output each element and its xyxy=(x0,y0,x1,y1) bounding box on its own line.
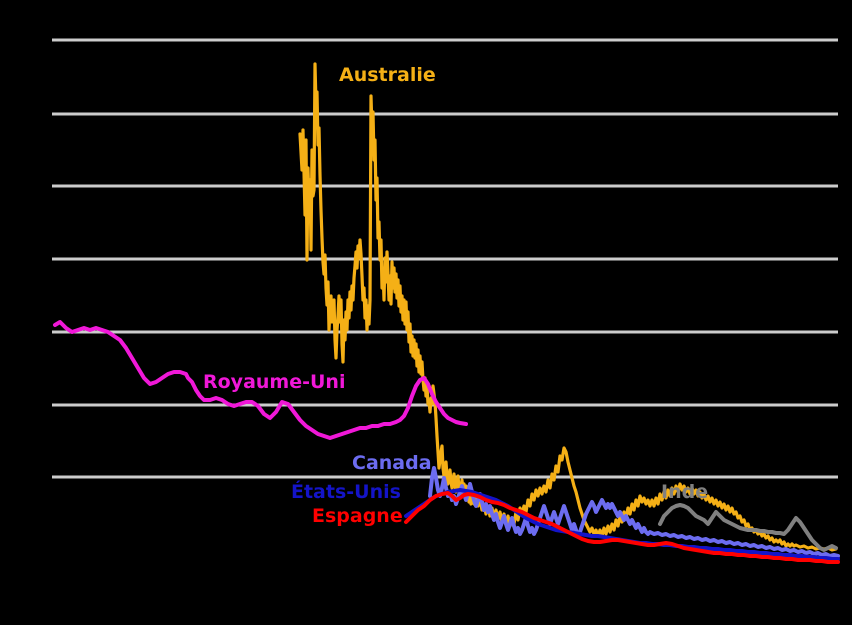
series-line-royaume-uni xyxy=(53,320,468,440)
series-line-inde xyxy=(658,503,838,552)
series-label-etats-unis: États-Unis xyxy=(291,481,401,503)
series-line-canada xyxy=(428,466,840,558)
series-paths xyxy=(53,62,840,564)
series-label-espagne: Espagne xyxy=(312,505,403,527)
series-label-australie: Australie xyxy=(339,64,436,86)
series-line-espagne xyxy=(404,491,840,564)
series-label-royaume-uni: Royaume-Uni xyxy=(203,371,346,393)
series-label-inde: Inde xyxy=(661,481,709,503)
gridlines xyxy=(52,38,838,479)
series-label-canada: Canada xyxy=(352,452,432,474)
